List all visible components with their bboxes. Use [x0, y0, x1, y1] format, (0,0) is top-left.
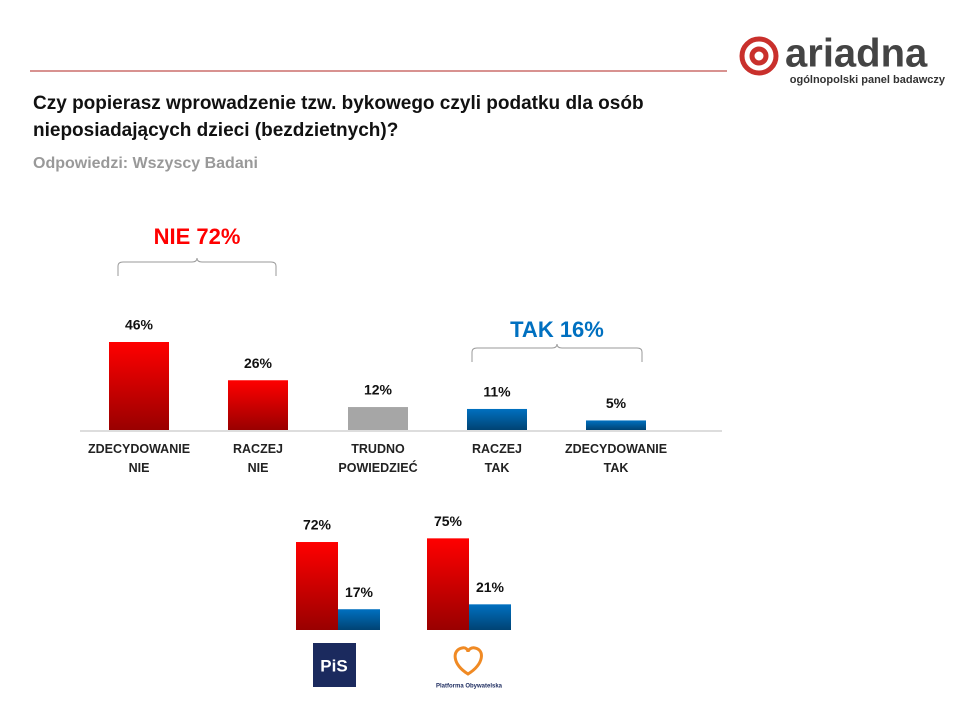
annotation: TAK 16% — [510, 317, 604, 342]
x-tick-label: ZDECYDOWANIE NIE — [87, 442, 191, 475]
bracket — [471, 343, 643, 362]
value-label: 46% — [125, 317, 154, 333]
bar — [469, 604, 511, 630]
value-label: 12% — [364, 382, 393, 398]
bar — [427, 538, 469, 630]
bar — [109, 342, 169, 430]
bar — [586, 420, 646, 430]
annotation: NIE 72% — [154, 224, 241, 249]
bracket — [117, 257, 277, 276]
value-label: 5% — [606, 395, 627, 411]
x-tick-label: TRUDNO POWIEDZIEĆ — [338, 442, 418, 475]
value-label: 11% — [483, 384, 511, 400]
value-label: 72% — [303, 517, 332, 533]
logo-text: ariadna — [785, 32, 928, 76]
logo-tagline: ogólnopolski panel badawczy — [790, 74, 946, 86]
bar — [228, 380, 288, 430]
x-tick-label: RACZEJ TAK — [471, 442, 523, 475]
value-label: 26% — [244, 355, 273, 371]
logo-icon — [739, 36, 779, 76]
logo-pis: PiS — [320, 656, 347, 675]
value-label: 75% — [434, 513, 463, 529]
value-label: 21% — [476, 579, 505, 595]
bar — [467, 408, 527, 430]
bar — [338, 609, 380, 630]
subtitle: Odpowiedzi: Wszyscy Badani — [33, 155, 258, 172]
x-tick-label: RACZEJ NIE — [232, 442, 284, 475]
bar — [348, 407, 408, 430]
title: Czy popierasz wprowadzenie tzw. bykowego… — [33, 93, 644, 141]
logo-po: Platforma Obywatelska — [436, 684, 503, 690]
x-tick-label: ZDECYDOWANIE TAK — [564, 442, 668, 475]
logo-pis-box — [313, 643, 356, 687]
value-label: 17% — [345, 584, 374, 600]
bar — [296, 542, 338, 630]
logo-po-heart — [453, 646, 483, 676]
